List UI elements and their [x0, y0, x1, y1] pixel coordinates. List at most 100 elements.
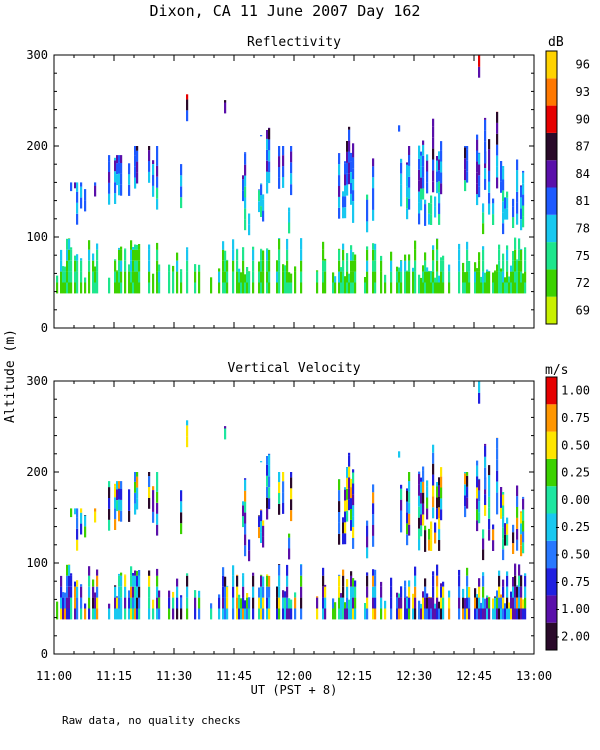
radar-cell [516, 528, 519, 540]
radar-cell [278, 564, 281, 565]
radar-cell [244, 282, 247, 294]
radar-cell [498, 586, 501, 598]
radar-cell [516, 271, 519, 283]
radar-cell [522, 608, 525, 620]
radar-cell [408, 472, 411, 481]
radar-cell [352, 516, 355, 527]
radar-cell [108, 508, 111, 520]
radar-cell [290, 599, 293, 609]
radar-cell [420, 277, 423, 283]
radar-cell [68, 282, 71, 294]
radar-cell [436, 171, 439, 183]
radar-cell [342, 260, 345, 272]
radar-cell [278, 238, 281, 250]
radar-cell [372, 199, 375, 210]
radar-cell [266, 475, 269, 487]
radar-cell [342, 196, 345, 208]
radar-cell [432, 148, 435, 160]
radar-cell [464, 272, 467, 283]
radar-cell [506, 208, 509, 220]
radar-cell [278, 586, 281, 598]
radar-cell [404, 586, 407, 598]
radar-cell [350, 608, 353, 620]
radar-cell [432, 271, 435, 283]
radar-cell [352, 271, 355, 283]
radar-cell [512, 532, 515, 544]
radar-cell [484, 168, 487, 179]
radar-cell [418, 274, 421, 283]
radar-cell [156, 524, 159, 536]
radar-cell [244, 490, 247, 502]
radar-cell [138, 597, 141, 609]
radar-cell [426, 267, 429, 272]
radar-cell [504, 208, 507, 220]
radar-cell [372, 243, 375, 250]
radar-cell [84, 277, 87, 283]
radar-cell [118, 488, 121, 500]
radar-cell [440, 183, 443, 195]
radar-cell [442, 586, 445, 598]
radar-cell [240, 272, 243, 283]
radar-cell [172, 597, 175, 609]
radar-cell [276, 260, 279, 261]
radar-cell [516, 585, 519, 587]
radar-cell [492, 272, 495, 283]
radar-cell [218, 282, 221, 294]
radar-cell [108, 498, 111, 509]
radar-cell [352, 578, 355, 587]
radar-cell [354, 597, 357, 609]
radar-cell [520, 186, 523, 198]
radar-cell [252, 572, 255, 576]
radar-cell [406, 208, 409, 220]
radar-cell [424, 260, 427, 272]
radar-cell [194, 608, 197, 620]
radar-cell [488, 271, 491, 283]
radar-cell [116, 282, 119, 294]
radar-cell [464, 472, 467, 474]
radar-cell [156, 242, 159, 250]
radar-cell [322, 608, 325, 620]
radar-cell [262, 608, 265, 620]
radar-cell [108, 277, 111, 283]
radar-cell [518, 282, 521, 294]
radar-cell [180, 186, 183, 198]
radar-cell [148, 472, 151, 477]
radar-cell [278, 564, 281, 576]
radar-cell [74, 255, 77, 261]
radar-cell [66, 564, 69, 576]
radar-cell [502, 260, 505, 272]
radar-cell [352, 505, 355, 517]
radar-cell [418, 191, 421, 203]
radar-cell [332, 282, 335, 294]
radar-cell [496, 112, 499, 123]
radar-cell [232, 565, 235, 576]
radar-cell [64, 282, 67, 294]
radar-cell [260, 574, 263, 576]
radar-cell [324, 282, 327, 294]
radar-cell [94, 592, 97, 598]
radar-cell [440, 172, 443, 184]
radar-cell [436, 575, 439, 587]
colorbar-swatch [546, 568, 557, 596]
radar-cell [408, 282, 411, 294]
radar-cell [496, 133, 499, 145]
radar-cell [476, 268, 479, 272]
radar-cell [478, 153, 481, 165]
radar-cell [340, 597, 343, 609]
radar-cell [350, 575, 353, 587]
radar-cell [114, 486, 117, 498]
radar-cell [492, 598, 495, 609]
x-tick-label: 12:45 [456, 669, 492, 683]
radar-cell [512, 206, 515, 218]
radar-cell [136, 570, 139, 576]
radar-cell [168, 264, 171, 272]
radar-cell [520, 208, 523, 220]
radar-cell [242, 249, 245, 261]
radar-cell [494, 270, 497, 272]
radar-cell [436, 182, 439, 194]
radar-cell [346, 579, 349, 587]
radar-cell [520, 282, 523, 294]
radar-cell [408, 254, 411, 261]
radar-cell [518, 271, 521, 283]
radar-cell [76, 182, 79, 192]
